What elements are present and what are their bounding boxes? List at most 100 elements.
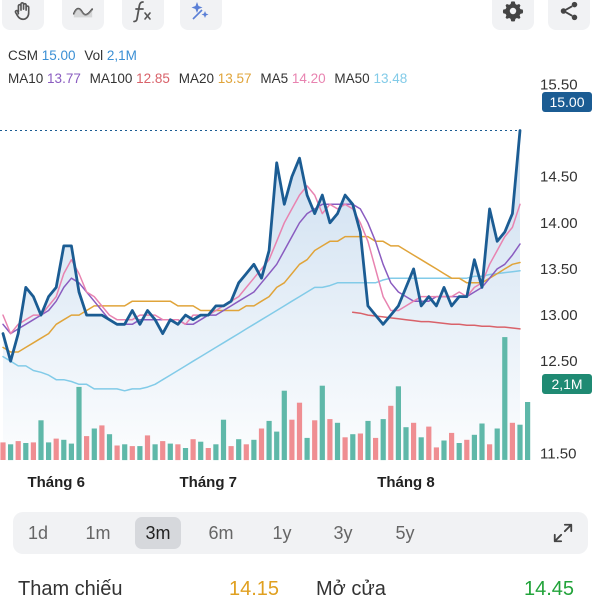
- range-1d[interactable]: 1d: [27, 522, 49, 543]
- volume-bar: [182, 448, 189, 460]
- ma20-value: 13.57: [217, 71, 252, 86]
- volume-bar: [471, 434, 477, 460]
- ma50-line: [2, 270, 521, 392]
- volume-bar: [61, 439, 67, 460]
- range-6m[interactable]: 6m: [208, 522, 234, 543]
- volume-bar: [296, 402, 303, 460]
- range-1y[interactable]: 1y: [272, 522, 292, 543]
- volume-bar: [479, 423, 485, 460]
- function-icon[interactable]: [122, 0, 164, 30]
- volume-bar: [395, 386, 401, 460]
- volume-bar: [205, 448, 211, 460]
- ma100-value: 12.85: [136, 71, 170, 86]
- volume-bar: [198, 441, 204, 460]
- ma10-value: 13.77: [47, 71, 81, 86]
- volume-bar: [0, 442, 6, 460]
- ma50-value: 13.48: [373, 71, 408, 86]
- share-icon[interactable]: [548, 0, 590, 30]
- volume-bar: [91, 428, 97, 460]
- ma5-label: MA5: [260, 71, 289, 86]
- volume-bar: [99, 425, 105, 461]
- volume-bar: [114, 445, 120, 460]
- y-tick-label: 12.50: [540, 353, 578, 370]
- volume-bar: [334, 422, 341, 460]
- price-line: [1, 129, 522, 363]
- wave-icon[interactable]: [62, 0, 104, 30]
- volume-bar: [137, 446, 143, 460]
- ai-sparkle-icon[interactable]: [180, 0, 222, 30]
- volume-bar: [228, 446, 234, 460]
- volume-bar: [327, 419, 333, 461]
- ma100-line: [351, 311, 521, 330]
- range-1m[interactable]: 1m: [85, 522, 111, 543]
- ma50-label: MA50: [334, 71, 370, 86]
- volume-bar: [388, 405, 394, 460]
- volume-bar: [433, 447, 439, 460]
- y-tick-label: 14.00: [540, 215, 578, 232]
- volume-bar: [236, 439, 242, 460]
- volume-bar: [312, 420, 318, 460]
- volume-bar: [373, 437, 379, 460]
- volume-bar: [502, 337, 508, 460]
- volume-bar: [213, 444, 219, 461]
- volume-bar: [38, 420, 44, 460]
- volume-value: 2,1M: [106, 48, 137, 63]
- current-volume-tag: 2,1M: [542, 374, 592, 394]
- volume-bar: [441, 440, 447, 460]
- ma5-value: 14.20: [291, 71, 326, 86]
- ma20-label: MA20: [178, 71, 214, 86]
- volume-bar: [411, 422, 417, 460]
- volume-bar: [380, 419, 386, 461]
- range-5y[interactable]: 5y: [395, 522, 415, 543]
- y-tick-label: 13.50: [540, 261, 578, 278]
- volume-bar: [152, 444, 158, 461]
- volume-bar: [342, 437, 348, 460]
- volume-bar: [23, 443, 29, 460]
- volume-bar: [243, 444, 249, 461]
- volume-label: Vol: [84, 48, 104, 63]
- symbol-label: CSM: [8, 48, 38, 63]
- y-tick-label: 14.50: [540, 169, 578, 186]
- gear-icon[interactable]: [492, 0, 534, 30]
- volume-bar: [304, 437, 310, 460]
- current-price-tag: 15.00: [542, 92, 592, 112]
- price-chart[interactable]: 15.50 14.50 14.00 13.50 13.00 12.50 11.50 Tháng…: [0, 36, 600, 496]
- volume-bar: [418, 437, 424, 460]
- volume-bar: [258, 428, 265, 460]
- volume-bar: [76, 386, 82, 460]
- expand-icon[interactable]: [552, 522, 574, 549]
- volume-bar: [289, 419, 295, 460]
- ma10-label: MA10: [8, 71, 44, 86]
- volume-bar: [456, 443, 462, 460]
- volume-bar: [15, 441, 21, 460]
- volume-bar: [122, 444, 128, 461]
- volume-bar: [106, 434, 113, 460]
- legend-ma-row: MA10 13.77 MA100 12.85 MA20 13.57 MA5 14…: [8, 71, 412, 86]
- volume-bar: [46, 442, 52, 460]
- volume-bar: [220, 419, 227, 460]
- volume-bar: [175, 444, 181, 461]
- volume-bar: [251, 439, 257, 460]
- hand-draw-icon[interactable]: [2, 0, 44, 30]
- open-value: 14.45: [524, 578, 575, 600]
- volume-bar: [426, 426, 432, 460]
- volume-bar: [30, 442, 36, 460]
- chart-toolbar: [0, 0, 600, 34]
- volume-bar: [144, 435, 151, 460]
- volume-bar: [53, 438, 59, 460]
- volume-bar: [274, 431, 280, 460]
- volume-bar: [129, 446, 135, 460]
- ma10-line: [2, 203, 521, 335]
- volume-bar: [190, 439, 196, 460]
- volume-bar: [517, 424, 523, 460]
- reference-label: Tham chiếu: [18, 578, 123, 600]
- open-label: Mở cửa: [316, 578, 386, 600]
- volume-bar: [319, 385, 325, 460]
- volume-bar: [403, 427, 409, 460]
- volume-bar: [357, 433, 363, 460]
- volume-bar: [494, 428, 500, 460]
- range-3y[interactable]: 3y: [333, 522, 353, 543]
- volume-bar: [68, 443, 74, 460]
- range-3m[interactable]: 3m: [135, 517, 181, 549]
- volume-bar: [160, 441, 166, 460]
